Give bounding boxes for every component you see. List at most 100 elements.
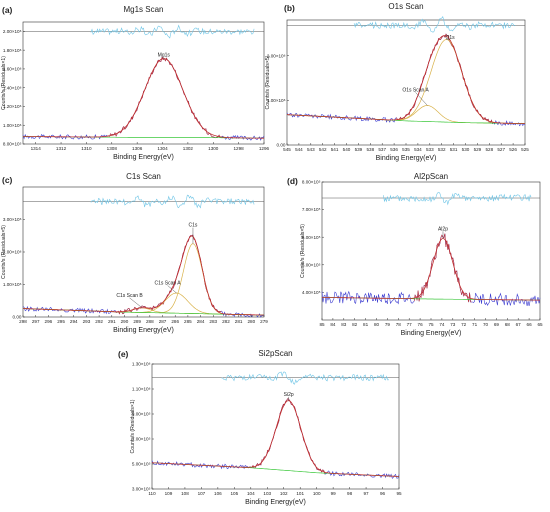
x-tick-label: 73: [450, 322, 456, 327]
x-tick-label: 284: [197, 319, 205, 324]
y-tick-label: 1.00×10⁶: [267, 98, 286, 103]
x-tick-label: 538: [366, 147, 374, 152]
x-tick-label: 285: [184, 319, 192, 324]
fit-envelope-line: [23, 58, 264, 139]
y-tick-label: 1.00×10⁶: [3, 123, 22, 128]
fit-envelope-line: [152, 400, 400, 477]
y-tick-label: 1.10×10⁶: [132, 387, 151, 392]
x-tick-label: 76: [418, 322, 424, 327]
x-tick-label: 110: [148, 491, 156, 496]
peak-annotation: Mg1s: [158, 53, 171, 59]
x-tick-label: 294: [70, 319, 78, 324]
x-tick-label: 72: [461, 322, 467, 327]
annotation-leader: [415, 92, 428, 106]
y-tick-label: 2.00×10⁶: [3, 250, 22, 255]
x-tick-label: 533: [426, 147, 434, 152]
chart-panel-3: (c) C1s Scan 298 297 296 295 294 293 292 291 290 28…: [1, 172, 268, 334]
y-tick-label: 1.20×10⁶: [3, 104, 22, 109]
y-tick-label: 5.00×10⁵: [132, 462, 151, 467]
y-tick-label: 7.00×10⁵: [302, 207, 321, 212]
y-axis-label: Counts/s (Residuals×5): [265, 55, 271, 109]
y-tick-label: 6.00×10⁵: [302, 235, 321, 240]
y-axis-label: Counts/s (Residuals×1): [130, 399, 136, 453]
x-tick-label: 109: [165, 491, 173, 496]
x-tick-label: 101: [296, 491, 304, 496]
annotation-leader: [129, 297, 143, 309]
raw-data-line: [22, 56, 265, 141]
x-axis-label: Binding Energy(eV): [113, 154, 174, 161]
x-tick-label: 79: [385, 322, 391, 327]
x-tick-label: 106: [214, 491, 222, 496]
x-tick-label: 103: [263, 491, 271, 496]
x-tick-label: 1296: [259, 146, 270, 151]
y-tick-label: 2.00×10⁶: [267, 53, 286, 58]
panel-label: (a): [2, 5, 13, 15]
x-tick-label: 296: [45, 319, 53, 324]
x-tick-label: 290: [121, 319, 129, 324]
y-tick-label: 5.00×10⁵: [302, 262, 321, 267]
x-tick-label: 283: [209, 319, 217, 324]
x-tick-label: 289: [133, 319, 141, 324]
y-tick-label: 0.00: [277, 143, 286, 148]
x-tick-label: 286: [171, 319, 179, 324]
x-tick-label: 77: [407, 322, 413, 327]
y-tick-label: 7.00×10⁵: [132, 437, 151, 442]
y-tick-label: 9.00×10⁵: [132, 412, 151, 417]
x-tick-label: 1298: [234, 146, 245, 151]
x-tick-label: 1304: [157, 146, 168, 151]
fit-envelope-line: [23, 235, 264, 316]
x-tick-label: 78: [396, 322, 402, 327]
y-tick-label: 4.00×10⁵: [302, 290, 321, 295]
x-tick-label: 104: [247, 491, 255, 496]
x-tick-label: 281: [235, 319, 243, 324]
x-tick-label: 293: [83, 319, 91, 324]
y-tick-label: 1.60×10⁶: [3, 67, 22, 72]
x-tick-label: 74: [439, 322, 445, 327]
plot-frame: [22, 21, 265, 145]
x-axis-label: Binding Energy(eV): [401, 330, 462, 337]
raw-data-line: [286, 33, 526, 127]
fit-envelope-line: [286, 35, 525, 124]
x-tick-label: 1308: [107, 146, 118, 151]
fit-envelope-line: [322, 237, 540, 301]
x-tick-label: 1306: [132, 146, 143, 151]
y-tick-label: 1.40×10⁶: [3, 85, 22, 90]
y-tick-label: 1.80×10⁶: [3, 48, 22, 53]
x-tick-label: 282: [222, 319, 230, 324]
chart-title: Al2pScan: [414, 172, 448, 181]
x-tick-label: 99: [331, 491, 337, 496]
x-tick-label: 81: [363, 322, 369, 327]
x-tick-label: 530: [462, 147, 470, 152]
peak-annotation: O1s Scan A: [402, 87, 429, 93]
peak-annotation: O1s: [445, 35, 455, 41]
x-tick-label: 75: [428, 322, 434, 327]
y-tick-label: 8.00×10⁵: [3, 142, 22, 147]
panel-label: (c): [2, 175, 13, 185]
x-tick-label: 287: [159, 319, 167, 324]
raw-data-peak-region: [107, 56, 221, 139]
x-tick-label: 544: [295, 147, 303, 152]
peak-component-line: [23, 292, 264, 316]
raw-data-peak-region: [251, 398, 326, 475]
x-tick-label: 542: [319, 147, 327, 152]
chart-panel-4: (d) Al2pScan 85 84 83 82 81 80 79 78 77 76 75 74 73 72 7…: [287, 172, 543, 337]
x-tick-label: 297: [32, 319, 40, 324]
x-tick-label: 69: [494, 322, 500, 327]
annotation-leader: [167, 285, 177, 294]
x-tick-label: 539: [355, 147, 363, 152]
x-tick-label: 100: [313, 491, 321, 496]
x-tick-label: 1300: [208, 146, 219, 151]
x-axis-label: Binding Energy(eV): [376, 155, 437, 162]
x-tick-label: 543: [307, 147, 315, 152]
x-tick-label: 84: [330, 322, 336, 327]
x-tick-label: 288: [146, 319, 154, 324]
y-tick-label: 1.30×10⁶: [132, 362, 151, 367]
x-tick-label: 96: [380, 491, 386, 496]
x-tick-label: 71: [472, 322, 478, 327]
residual-line: [90, 24, 255, 39]
x-tick-label: 66: [527, 322, 533, 327]
y-axis-label: Counts/s (Residuals×5): [300, 224, 306, 278]
x-tick-label: 291: [108, 319, 116, 324]
plot-frame: [22, 186, 265, 318]
x-tick-label: 545: [283, 147, 291, 152]
